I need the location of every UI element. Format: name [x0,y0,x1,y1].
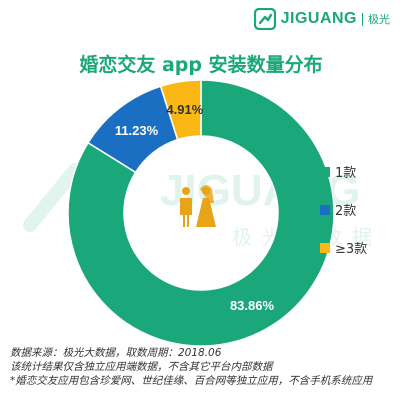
chart-title: 婚恋交友 app 安装数量分布 [79,54,323,76]
brand-logo: JIGUANG 极光 [253,8,390,30]
source-line-1: 数据来源：极光大数据，取数周期：2018.06 [10,347,222,359]
data-label-3: 4.91% [166,102,203,117]
data-label-1: 83.86% [230,298,275,313]
jiguang-logo-icon [253,8,276,30]
data-label-2: 11.23% [115,123,159,138]
brand-separator [362,12,363,26]
legend-swatch-2 [320,205,330,215]
source-note: 数据来源：极光大数据，取数周期：2018.06 该统计结果仅含独立应用端数据，不… [10,346,372,388]
legend-label-3: ≥3款 [335,242,367,257]
legend-label-1: 1款 [335,166,356,181]
chart-legend: 1款 2款 ≥3款 [320,166,367,257]
legend-swatch-1 [320,167,330,177]
source-line-3: *婚恋交友应用包含珍爱网、世纪佳缘、百合网等独立应用，不含手机系统应用 [10,375,373,387]
legend-label-2: 2款 [335,204,356,219]
brand-name: JIGUANG [280,10,357,27]
brand-cn-name: 极光 [368,13,390,26]
pie-slice-3 [159,79,202,141]
pie-slice-1 [67,79,335,347]
wedding-couple-icon [180,185,216,227]
source-line-2: 该统计结果仅含独立应用端数据，不含其它平台内部数据 [10,361,273,373]
legend-swatch-3 [320,243,330,253]
